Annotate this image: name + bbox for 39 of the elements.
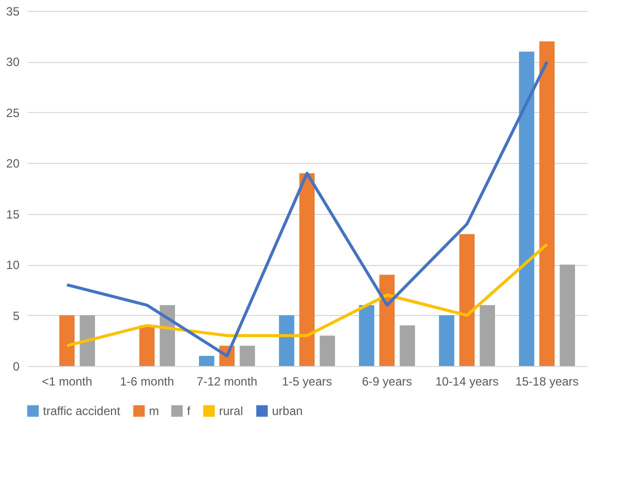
bar: [240, 346, 255, 366]
x-tick-label: 10-14 years: [435, 374, 499, 388]
legend-label: rural: [219, 404, 244, 418]
bar: [400, 325, 415, 366]
bar: [80, 315, 95, 366]
bar: [320, 336, 335, 366]
x-tick-label: 7-12 month: [196, 374, 258, 388]
bar: [480, 305, 495, 366]
y-tick-label: 25: [6, 106, 20, 120]
y-tick-label: 5: [12, 308, 20, 323]
legend-label: traffic accident: [43, 404, 121, 418]
bar: [139, 325, 155, 366]
line-series: [66, 60, 548, 358]
legend-label: urban: [272, 404, 303, 418]
bar: [199, 356, 214, 366]
y-tick-label: 35: [6, 4, 20, 18]
y-tick-label: 15: [6, 207, 20, 222]
bar: [359, 305, 374, 366]
bar: [379, 274, 395, 366]
x-tick-label: 6-9 years: [362, 374, 412, 388]
y-tick-label: 10: [6, 258, 20, 272]
bar: [539, 41, 555, 366]
x-tick-label: <1 month: [42, 374, 92, 388]
legend-label: f: [187, 404, 191, 418]
bar: [299, 173, 315, 366]
legend-label: m: [149, 404, 159, 418]
y-tick-label: 30: [6, 55, 20, 70]
bar: [279, 315, 294, 366]
y-tick-label: 20: [6, 156, 20, 171]
bar: [459, 234, 475, 366]
bar: [439, 315, 454, 366]
x-tick-label: 1-6 month: [120, 374, 174, 388]
bar: [519, 52, 534, 366]
y-tick-label: 0: [12, 360, 20, 374]
bar: [560, 264, 575, 366]
line-series: [66, 242, 548, 348]
bar: [59, 315, 75, 366]
x-tick-label: 15-18 years: [515, 374, 579, 388]
x-tick-label: 1-5 years: [282, 374, 332, 388]
